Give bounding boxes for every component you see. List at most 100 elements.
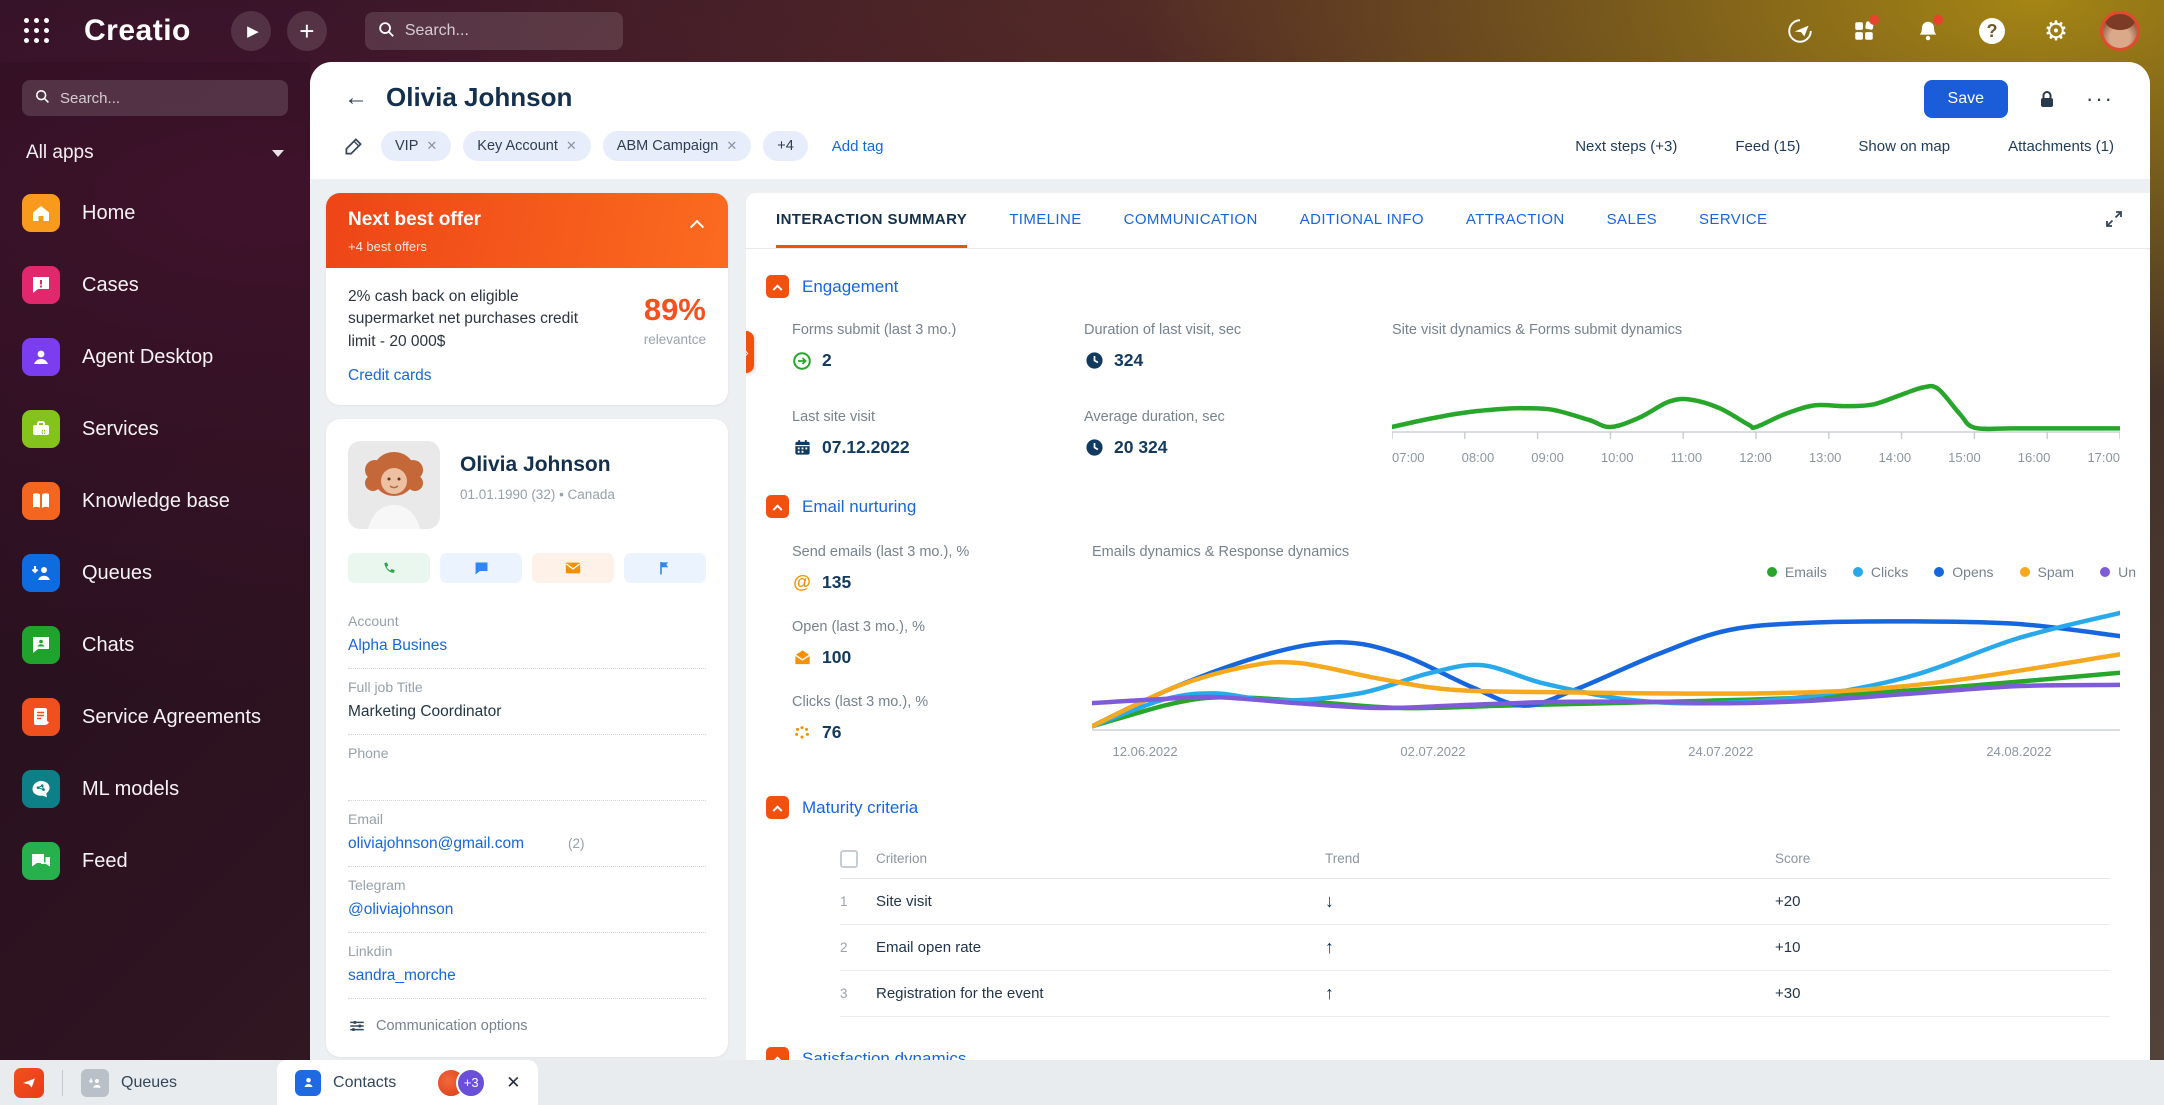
bell-icon[interactable] xyxy=(1908,11,1948,51)
avatar-stack[interactable]: +3 xyxy=(436,1067,487,1098)
header-link[interactable]: Show on map xyxy=(1858,137,1951,155)
add-button[interactable]: + xyxy=(286,11,327,51)
global-search-input[interactable] xyxy=(404,22,611,40)
tab[interactable]: ATTRACTION xyxy=(1465,210,1565,228)
back-arrow-icon[interactable]: ← xyxy=(344,83,368,111)
tag-pill[interactable]: VIP ✕ xyxy=(381,131,452,161)
metric-label: Forms submit (last 3 mo.) xyxy=(792,322,957,338)
all-apps-dropdown[interactable]: All apps xyxy=(26,142,284,164)
x-tick-label: 15:00 xyxy=(1948,450,1981,465)
contact-field[interactable]: Account Alpha Busines xyxy=(348,603,706,670)
send-icon[interactable] xyxy=(1780,11,1820,51)
tab[interactable]: ADITIONAL INFO xyxy=(1299,210,1424,228)
tag-remove-icon[interactable]: ✕ xyxy=(565,138,577,153)
engagement-header[interactable]: Engagement xyxy=(766,275,2120,298)
sidebar-search-input[interactable] xyxy=(60,89,276,107)
tab[interactable]: SALES xyxy=(1606,210,1658,228)
chart-title: Emails dynamics & Response dynamics xyxy=(1092,544,1350,560)
expand-icon[interactable] xyxy=(2104,209,2124,234)
email-nurturing-header[interactable]: Email nurturing xyxy=(766,495,2120,518)
contact-photo[interactable] xyxy=(348,441,440,530)
page-title: Olivia Johnson xyxy=(386,82,573,112)
tab[interactable]: TIMELINE xyxy=(1009,210,1082,228)
tag-remove-icon[interactable]: ✕ xyxy=(726,138,738,153)
sidebar-item[interactable]: Knowledge base xyxy=(22,482,288,520)
tags-more-pill[interactable]: +4 xyxy=(763,131,808,161)
sidebar-item[interactable]: Queues xyxy=(22,554,288,592)
global-search[interactable] xyxy=(364,12,623,50)
taskbar-tab-contacts[interactable]: Contacts +3 ✕ xyxy=(277,1060,539,1105)
sidebar-item[interactable]: Services xyxy=(22,410,288,448)
call-button[interactable] xyxy=(348,553,430,584)
field-value[interactable]: Marketing Coordinator xyxy=(348,703,502,721)
next-best-offer-card: Next best offer +4 best offers 2% cash b… xyxy=(326,193,728,406)
section-collapse-icon[interactable] xyxy=(766,495,789,518)
legend-label: Clicks xyxy=(1870,564,1909,580)
panel-collapse-handle[interactable]: › xyxy=(746,331,754,373)
settings-gear-icon[interactable]: ⚙ xyxy=(2043,15,2069,46)
sidebar-item[interactable]: Feed xyxy=(22,842,288,880)
x-tick-label: 11:00 xyxy=(1670,450,1703,465)
section-collapse-icon[interactable] xyxy=(766,1047,789,1060)
sidebar-item[interactable]: Agent Desktop xyxy=(22,338,288,376)
play-button[interactable]: ▶ xyxy=(230,11,271,51)
contact-field[interactable]: Linkdin sandra_morche xyxy=(348,933,706,1000)
field-value[interactable]: Alpha Busines xyxy=(348,637,448,655)
save-button[interactable]: Save xyxy=(1923,80,2009,118)
tag-pill[interactable]: ABM Campaign ✕ xyxy=(602,131,752,161)
criterion-cell: Registration for the event xyxy=(876,985,1044,1002)
tab[interactable]: COMMUNICATION xyxy=(1123,210,1258,228)
offer-category-link[interactable]: Credit cards xyxy=(348,367,432,385)
field-value[interactable]: sandra_morche xyxy=(348,967,456,985)
contact-field[interactable]: Phone xyxy=(348,735,706,802)
table-row[interactable]: 1 Site visit ↓ +20 xyxy=(840,879,2110,925)
tab[interactable]: INTERACTION SUMMARY xyxy=(776,193,968,248)
tag-label: Key Account xyxy=(477,138,558,154)
satisfaction-dynamics-header[interactable]: Satisfaction dynamics xyxy=(766,1047,2120,1060)
maturity-criteria-header[interactable]: Maturity criteria xyxy=(766,796,2120,819)
select-all-checkbox[interactable] xyxy=(840,849,858,868)
sidebar-item[interactable]: ML models xyxy=(22,770,288,808)
sidebar-item[interactable]: Service Agreements xyxy=(22,698,288,736)
field-value[interactable]: oliviajohnson@gmail.com xyxy=(348,835,524,853)
contact-field[interactable]: Full job Title Marketing Coordinator xyxy=(348,669,706,736)
chat-button[interactable] xyxy=(440,553,522,584)
header-link[interactable]: Attachments (1) xyxy=(2008,137,2114,155)
communication-options[interactable]: Communication options xyxy=(348,1017,706,1035)
header-link[interactable]: Next steps (+3) xyxy=(1575,137,1678,155)
queues-icon xyxy=(81,1068,109,1097)
app-launcher-icon[interactable] xyxy=(24,18,50,44)
close-icon[interactable]: ✕ xyxy=(506,1072,521,1092)
flag-button[interactable] xyxy=(624,553,706,584)
creatio-taskbar-icon[interactable] xyxy=(14,1067,44,1098)
email-button[interactable] xyxy=(532,553,614,584)
help-icon[interactable]: ? xyxy=(1972,11,2012,51)
sidebar-item-icon xyxy=(22,410,60,448)
marketplace-icon[interactable] xyxy=(1844,11,1884,51)
legend-dot xyxy=(2019,567,2030,577)
tab[interactable]: SERVICE xyxy=(1699,210,1768,228)
sidebar-item-label: ML models xyxy=(82,777,180,800)
tag-pill[interactable]: Key Account ✕ xyxy=(463,131,591,161)
sidebar-item[interactable]: Chats xyxy=(22,626,288,664)
tag-label: ABM Campaign xyxy=(616,138,719,154)
section-collapse-icon[interactable] xyxy=(766,796,789,819)
sidebar-item-icon xyxy=(22,842,60,880)
header-link[interactable]: Feed (15) xyxy=(1735,137,1801,155)
add-tag-link[interactable]: Add tag xyxy=(831,137,884,155)
field-value[interactable]: @oliviajohnson xyxy=(348,901,454,919)
sidebar-item[interactable]: Cases xyxy=(22,266,288,304)
contact-field[interactable]: Email oliviajohnson@gmail.com (2) xyxy=(348,801,706,868)
sidebar-item[interactable]: Home xyxy=(22,194,288,232)
taskbar-item-queues[interactable]: Queues xyxy=(81,1068,177,1097)
tag-pen-icon[interactable] xyxy=(344,137,363,156)
table-row[interactable]: 2 Email open rate ↑ +10 xyxy=(840,925,2110,971)
lock-icon[interactable] xyxy=(2036,88,2058,110)
user-avatar[interactable] xyxy=(2100,11,2140,51)
contact-field[interactable]: Telegram @oliviajohnson xyxy=(348,867,706,934)
section-collapse-icon[interactable] xyxy=(766,275,789,298)
sidebar-search[interactable] xyxy=(22,80,288,116)
tag-remove-icon[interactable]: ✕ xyxy=(426,138,438,153)
table-row[interactable]: 3 Registration for the event ↑ +30 xyxy=(840,971,2110,1017)
more-actions-button[interactable]: ··· xyxy=(2086,86,2114,111)
